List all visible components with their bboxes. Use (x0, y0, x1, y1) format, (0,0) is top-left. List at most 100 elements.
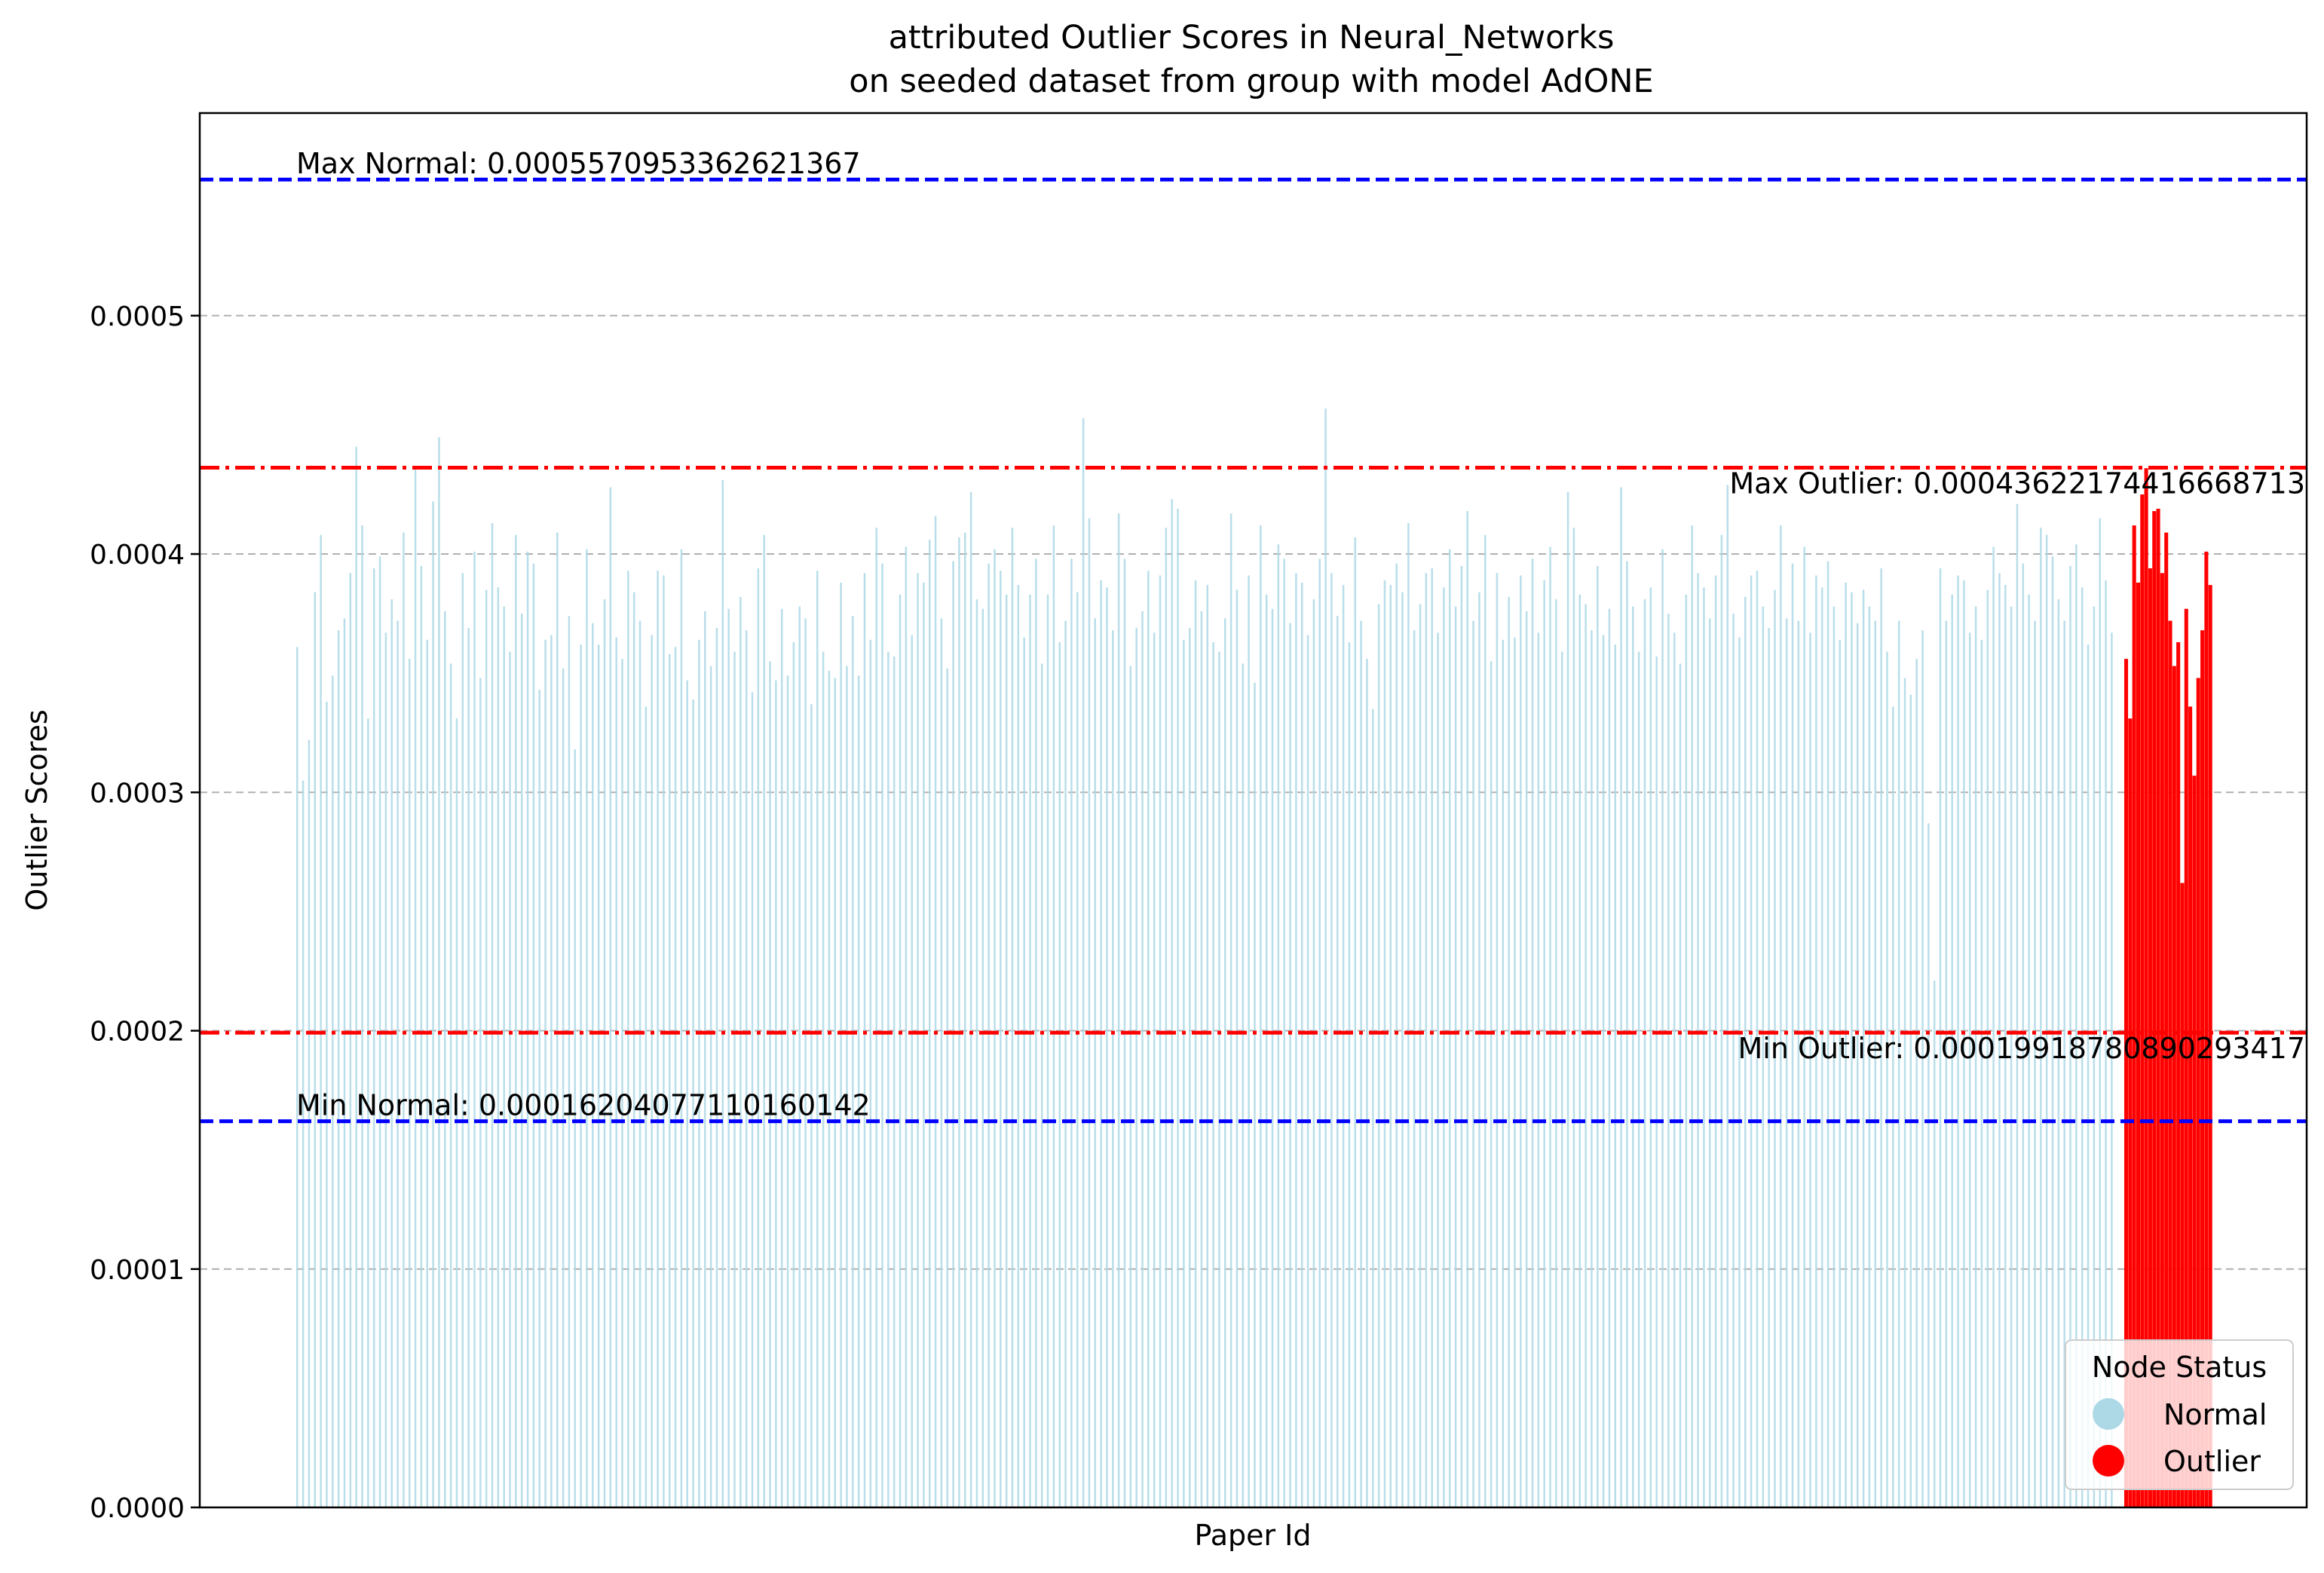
normal-bar (1064, 620, 1067, 1507)
normal-bar (1986, 589, 1989, 1507)
normal-bar (1407, 522, 1410, 1508)
normal-bar (775, 680, 777, 1507)
outlier-bar (2180, 883, 2185, 1507)
normal-bar (586, 549, 588, 1507)
normal-bar (1643, 599, 1646, 1507)
outlier-bar (2208, 585, 2212, 1507)
normal-bar (863, 573, 866, 1507)
normal-bar (1443, 587, 1445, 1507)
normal-bar (538, 690, 540, 1507)
normal-bar (1129, 666, 1132, 1508)
reference-line-label: Max Normal: 0.0005570953362621367 (296, 147, 861, 180)
normal-bar (1454, 606, 1457, 1507)
normal-bar (1921, 630, 1924, 1507)
reference-line-label: Min Outlier: 0.00019918780890293417 (1738, 1032, 2305, 1065)
normal-bar (1738, 637, 1741, 1507)
normal-bar (2111, 632, 2113, 1507)
normal-bar (485, 589, 488, 1507)
chart-title-line-2: on seeded dataset from group with model … (849, 63, 1653, 100)
normal-bar (1413, 630, 1416, 1507)
normal-bar (834, 678, 837, 1507)
normal-bar (1620, 487, 1622, 1507)
normal-bar (2040, 528, 2042, 1507)
normal-bar (2016, 503, 2019, 1507)
normal-bar (1224, 618, 1226, 1508)
normal-bar (899, 594, 902, 1507)
normal-bar (361, 525, 363, 1507)
outlier-bar (2176, 642, 2181, 1507)
normal-bar (2057, 599, 2060, 1507)
normal-bar (1886, 651, 1888, 1508)
normal-bar (1141, 611, 1144, 1508)
outlier-bar (2128, 718, 2133, 1507)
normal-bar (1525, 611, 1528, 1508)
normal-bar (1537, 632, 1540, 1507)
legend-outlier-label: Outlier (2163, 1445, 2261, 1478)
normal-bar (875, 528, 877, 1507)
normal-bar (1543, 580, 1545, 1507)
normal-bar (326, 702, 328, 1507)
y-tick-label: 0.0004 (90, 540, 185, 571)
normal-bar (1318, 559, 1321, 1507)
normal-bar (946, 668, 949, 1507)
normal-bar (1809, 632, 1811, 1507)
normal-bar (1845, 582, 1847, 1507)
normal-bar (2093, 606, 2096, 1507)
normal-bar (1106, 587, 1108, 1507)
normal-bar (1377, 604, 1380, 1508)
normal-bar (449, 663, 452, 1507)
normal-bar (1324, 409, 1327, 1507)
normal-bar (1732, 614, 1735, 1507)
normal-bar (1572, 528, 1575, 1507)
normal-bar (562, 668, 565, 1507)
normal-bar (745, 630, 748, 1507)
normal-bar (302, 780, 305, 1507)
normal-bar (1968, 632, 1971, 1507)
normal-bar (857, 675, 860, 1507)
normal-bar (1874, 620, 1877, 1507)
outlier-bar (2204, 551, 2209, 1507)
normal-bar (1857, 623, 1859, 1507)
normal-bar (1254, 682, 1256, 1507)
legend-outlier-marker (2093, 1445, 2124, 1477)
normal-bar (1939, 568, 1942, 1507)
normal-bar (426, 639, 429, 1507)
normal-bar (1502, 639, 1505, 1507)
outlier-bar (2192, 776, 2197, 1507)
normal-bar (1425, 573, 1428, 1507)
normal-bar (343, 618, 346, 1508)
normal-bar (638, 620, 641, 1507)
normal-bar (887, 651, 889, 1508)
normal-bar (1212, 642, 1214, 1507)
normal-bar (384, 632, 387, 1507)
normal-bar (686, 680, 689, 1507)
normal-bar (1372, 708, 1374, 1507)
normal-bar (1029, 594, 1031, 1507)
normal-bar (1566, 491, 1569, 1507)
normal-bar (1366, 659, 1368, 1508)
normal-bar (1183, 639, 1185, 1507)
normal-bar (893, 656, 896, 1507)
normal-bar (609, 487, 612, 1507)
normal-bar (2010, 606, 2013, 1507)
normal-bar (958, 537, 960, 1508)
normal-bar (1791, 563, 1794, 1508)
outlier-bar (2168, 620, 2172, 1507)
normal-bar (1945, 620, 1948, 1507)
normal-bar (1046, 594, 1049, 1507)
normal-bar (1667, 614, 1670, 1507)
normal-bar (1354, 537, 1357, 1508)
normal-bar (1508, 596, 1510, 1507)
normal-bar (1206, 585, 1209, 1507)
normal-bar (1011, 528, 1014, 1507)
normal-bar (491, 522, 494, 1508)
normal-bar (1094, 618, 1097, 1508)
outlier-bar (2124, 659, 2129, 1508)
normal-bar (420, 565, 423, 1507)
normal-bar (1283, 559, 1285, 1507)
normal-bar (515, 534, 517, 1507)
normal-bar (2105, 580, 2107, 1507)
y-tick-label: 0.0000 (90, 1493, 185, 1524)
